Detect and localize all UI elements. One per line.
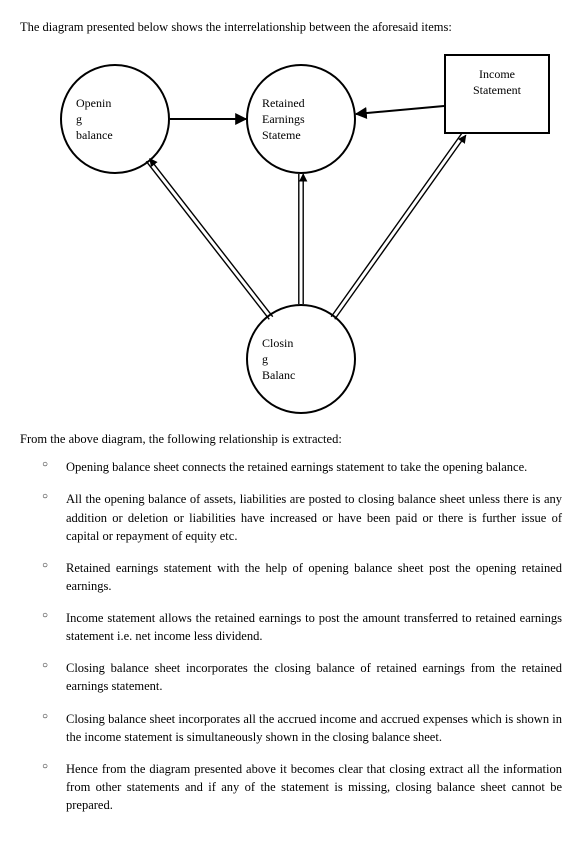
- node-closing: ClosingBalanc: [246, 304, 356, 414]
- list-item: All the opening balance of assets, liabi…: [66, 490, 562, 544]
- list-item: Retained earnings statement with the hel…: [66, 559, 562, 595]
- node-label: Openingbalance: [76, 95, 113, 144]
- intro-text: The diagram presented below shows the in…: [20, 18, 562, 36]
- diagram-edge: [150, 159, 273, 317]
- list-item: Hence from the diagram presented above i…: [66, 760, 562, 814]
- node-opening: Openingbalance: [60, 64, 170, 174]
- node-label: ClosingBalanc: [262, 335, 295, 384]
- diagram-edge: [331, 133, 462, 317]
- list-item: Income statement allows the retained ear…: [66, 609, 562, 645]
- bullet-list: Opening balance sheet connects the retai…: [20, 458, 562, 814]
- list-item: Closing balance sheet incorporates the c…: [66, 659, 562, 695]
- list-item: Closing balance sheet incorporates all t…: [66, 710, 562, 746]
- relationship-diagram: Openingbalance RetainedEarningsStateme Clo…: [30, 46, 552, 416]
- diagram-edge: [146, 161, 269, 319]
- node-retained: RetainedEarningsStateme: [246, 64, 356, 174]
- diagram-edge: [356, 106, 444, 114]
- node-income: IncomeStatement: [444, 54, 550, 134]
- list-item: Opening balance sheet connects the retai…: [66, 458, 562, 476]
- node-label: RetainedEarningsStateme: [262, 95, 305, 144]
- diagram-edge: [335, 135, 466, 319]
- mid-text: From the above diagram, the following re…: [20, 430, 562, 448]
- node-label: IncomeStatement: [473, 66, 521, 98]
